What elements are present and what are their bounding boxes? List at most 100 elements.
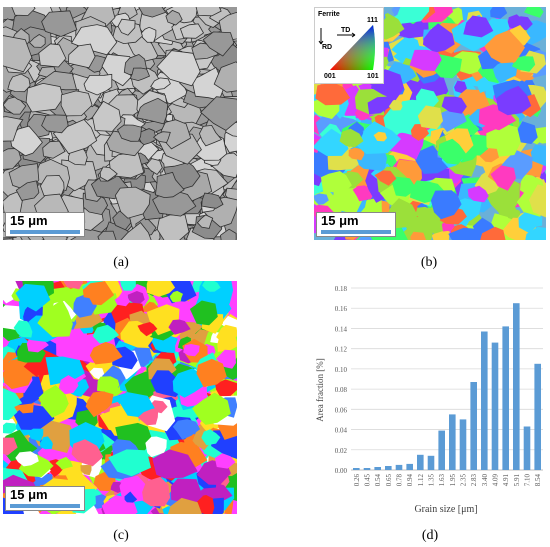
bar	[427, 455, 435, 470]
grain-shape	[183, 344, 200, 357]
grain-shape	[388, 99, 403, 111]
grain-map-c: 15 μm	[3, 281, 237, 514]
grain-shape	[339, 128, 364, 148]
grain-shape	[529, 184, 546, 218]
legend-td: TD	[341, 27, 351, 34]
grain-shape	[165, 9, 183, 26]
grain-shape	[11, 7, 36, 16]
legend-001: 001	[324, 73, 336, 80]
grain-shape	[348, 147, 365, 161]
grain-shape	[479, 148, 499, 163]
grain-shape	[120, 281, 136, 291]
grain-shape	[441, 96, 467, 114]
x-tick-label: 7.10	[524, 474, 532, 487]
grain-shape	[3, 388, 23, 410]
grain-shape	[129, 67, 151, 82]
grain-shape	[412, 145, 449, 174]
bar	[502, 326, 509, 470]
scalebar-b-line	[321, 230, 391, 234]
chart-bars	[353, 303, 541, 470]
x-tick-label: 8.54	[534, 474, 542, 487]
grain-shape	[454, 80, 467, 94]
bar	[353, 468, 360, 470]
grain-shape	[505, 208, 521, 220]
grain-shape	[114, 186, 151, 219]
grain-shape	[99, 166, 118, 182]
grain-shape	[13, 320, 33, 338]
grain-shape	[202, 31, 235, 57]
caption-b: (b)	[420, 255, 438, 270]
grain-shape	[437, 138, 466, 165]
grain-shape	[152, 449, 198, 479]
td-arrowhead	[351, 32, 356, 38]
y-tick-label: 0.14	[335, 325, 348, 333]
bar	[513, 303, 520, 470]
grain-shape	[117, 18, 136, 36]
grain-shape	[37, 299, 73, 337]
grain-shape	[410, 231, 427, 240]
bar	[470, 382, 477, 470]
grain-shape	[160, 119, 192, 150]
bar	[417, 454, 424, 470]
grain-shape	[392, 176, 417, 197]
grain-shape	[315, 82, 351, 106]
scalebar-c-line	[10, 504, 80, 508]
grain-shape	[524, 7, 544, 18]
grain-shape	[511, 56, 536, 72]
grain-shape	[170, 478, 203, 505]
grain-shape	[172, 419, 200, 440]
grain-shape	[80, 465, 92, 476]
grain-shape	[476, 76, 493, 93]
grain-shape	[179, 23, 205, 39]
x-tick-label: 2.83	[470, 474, 478, 487]
grain-shape	[486, 124, 521, 157]
grain-shape	[156, 214, 190, 240]
bar	[534, 363, 541, 470]
grain-shape	[38, 43, 67, 68]
grain-shape	[15, 283, 51, 312]
grain-shape	[119, 391, 155, 418]
grain-shape	[146, 281, 176, 297]
grain-shape	[145, 436, 167, 458]
grain-shape	[97, 376, 120, 393]
x-tick-label: 5.91	[513, 474, 521, 487]
grain-shape	[467, 185, 489, 203]
chart-ylabel: Area fraction [%]	[315, 358, 325, 421]
grain-shape	[150, 77, 171, 91]
grain-shape	[172, 368, 206, 398]
grain-shape	[124, 491, 138, 503]
grain-shape	[63, 281, 84, 290]
bar	[395, 464, 403, 470]
scalebar-b-label: 15 μm	[321, 213, 359, 228]
bar	[481, 331, 488, 470]
caption-c: (c)	[113, 528, 129, 543]
grain-shape	[71, 439, 104, 467]
x-tick-label: 1.63	[438, 474, 446, 487]
grain-shape	[430, 190, 462, 220]
grain-shape	[83, 73, 113, 96]
grain-shape	[145, 158, 163, 176]
scalebar-c: 15 μm	[5, 486, 85, 511]
grain-shape	[189, 300, 218, 326]
grain-shape	[202, 281, 221, 292]
grain-shape	[525, 226, 546, 240]
grain-shape	[490, 165, 516, 191]
grain-shape	[518, 212, 543, 234]
y-tick-label: 0.00	[335, 467, 348, 475]
bar	[449, 414, 456, 470]
grain-shape	[3, 116, 24, 142]
bar	[385, 466, 392, 470]
grain-shape	[89, 341, 123, 365]
grain-shape	[410, 123, 430, 141]
bar	[406, 463, 413, 470]
bar	[363, 468, 371, 470]
x-tick-label: 1.12	[417, 474, 425, 487]
grain-shape	[352, 185, 374, 202]
x-tick-label: 0.54	[374, 474, 382, 487]
y-tick-label: 0.12	[335, 346, 348, 354]
grain-shape	[196, 214, 214, 229]
grain-shape	[169, 290, 183, 303]
grain-shape	[530, 144, 546, 167]
grain-shape	[156, 50, 201, 87]
grain-shape	[114, 295, 130, 307]
